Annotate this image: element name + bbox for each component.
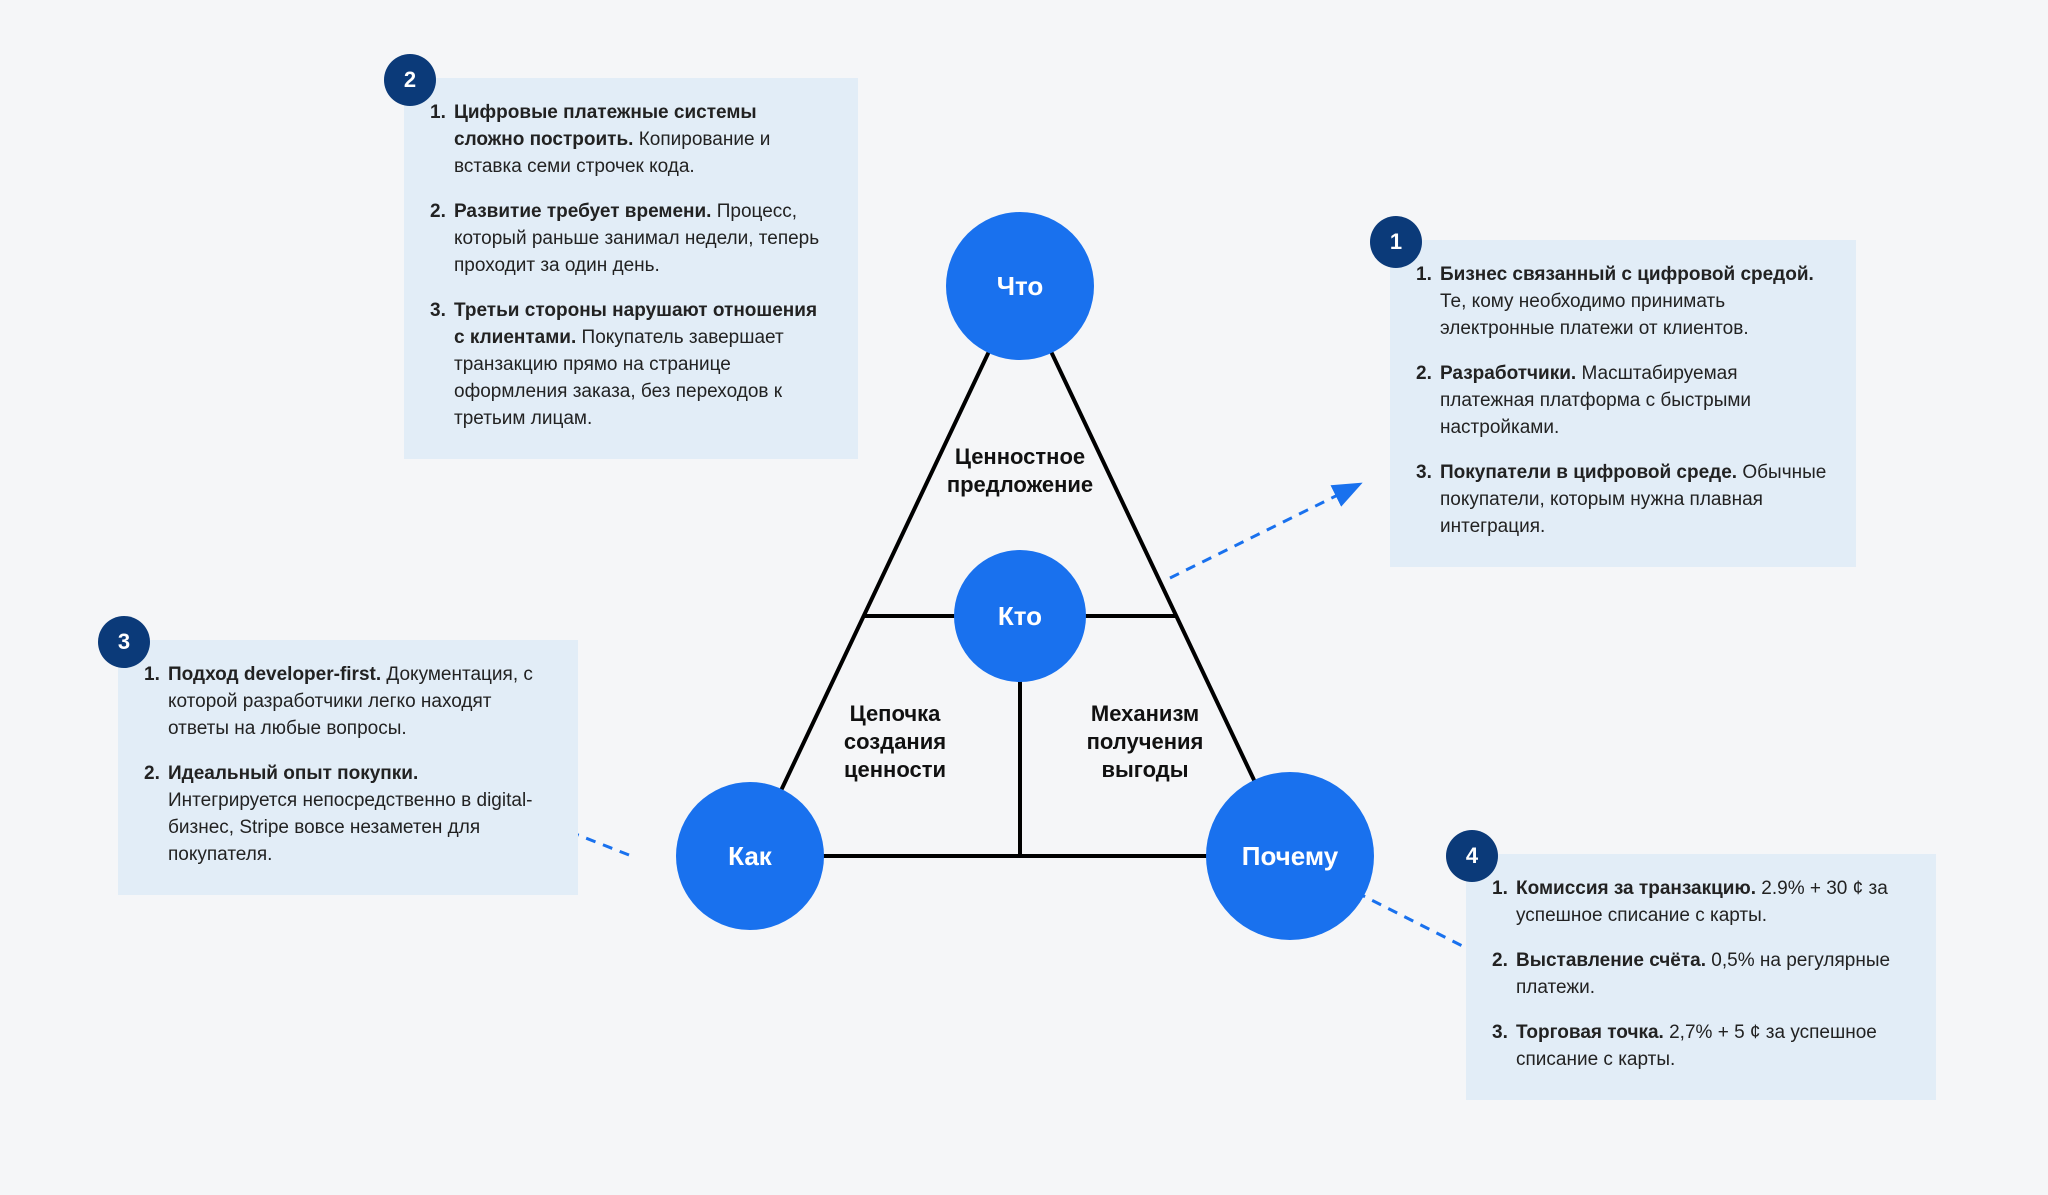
card-why: 4 Комиссия за транзакцию. 2.9% + 30 ¢ за… (1466, 854, 1936, 1100)
item-title: Комиссия за транзакцию. (1516, 878, 1756, 899)
segment-value_chain: Цепочкасозданияценности (844, 701, 946, 782)
list-item: Бизнес связанный с цифровой средой. Те, … (1416, 262, 1830, 343)
item-title: Разработчики. (1440, 363, 1576, 384)
list-item: Комиссия за транзакцию. 2.9% + 30 ¢ за у… (1492, 876, 1910, 930)
item-title: Подход developer-first. (168, 664, 381, 685)
segment-value_prop: Ценностноепредложение (947, 444, 1093, 497)
card-who: 1 Бизнес связанный с цифровой средой. Те… (1390, 240, 1856, 567)
node-why-label: Почему (1242, 841, 1339, 871)
segment-profit_mech: Механизмполучениявыгоды (1087, 701, 1204, 782)
card-who-list: Бизнес связанный с цифровой средой. Те, … (1416, 262, 1830, 541)
item-title: Развитие требует времени. (454, 201, 711, 222)
card-what: 2 Цифровые платежные системы сложно пост… (404, 78, 858, 459)
item-title: Торговая точка. (1516, 1022, 1664, 1043)
list-item: Развитие требует времени. Процесс, котор… (430, 199, 832, 280)
list-item: Покупатели в цифровой среде. Обычные пок… (1416, 460, 1830, 541)
item-title: Покупатели в цифровой среде. (1440, 462, 1737, 483)
list-item: Разработчики. Масштабируемая платежная п… (1416, 361, 1830, 442)
card-how: 3 Подход developer-first. Документация, … (118, 640, 578, 895)
badge-4: 4 (1446, 830, 1498, 882)
badge-1: 1 (1370, 216, 1422, 268)
item-title: Выставление счёта. (1516, 950, 1706, 971)
card-how-list: Подход developer-first. Документация, с … (144, 662, 552, 869)
item-title: Идеальный опыт покупки. (168, 763, 418, 784)
badge-3: 3 (98, 616, 150, 668)
stage: Ценностноепредложение Цепочкасозданияценн… (0, 0, 2048, 1195)
card-what-list: Цифровые платежные системы сложно постро… (430, 100, 832, 433)
item-title: Бизнес связанный с цифровой средой. (1440, 264, 1814, 285)
node-who-label: Кто (998, 601, 1042, 631)
node-how-label: Как (728, 841, 773, 871)
node-what-label: Что (997, 271, 1044, 301)
arrow-3 (1170, 484, 1360, 578)
item-body: Интегрируется непосредственно в digital-… (168, 790, 533, 865)
list-item: Третьи стороны нарушают отношения с клие… (430, 298, 832, 433)
list-item: Идеальный опыт покупки. Интегрируется не… (144, 761, 552, 869)
list-item: Цифровые платежные системы сложно постро… (430, 100, 832, 181)
list-item: Выставление счёта. 0,5% на регулярные пл… (1492, 948, 1910, 1002)
list-item: Подход developer-first. Документация, с … (144, 662, 552, 743)
item-body: Те, кому необходимо принимать электронны… (1440, 291, 1749, 339)
card-why-list: Комиссия за транзакцию. 2.9% + 30 ¢ за у… (1492, 876, 1910, 1074)
badge-2: 2 (384, 54, 436, 106)
list-item: Торговая точка. 2,7% + 5 ¢ за успешное с… (1492, 1020, 1910, 1074)
